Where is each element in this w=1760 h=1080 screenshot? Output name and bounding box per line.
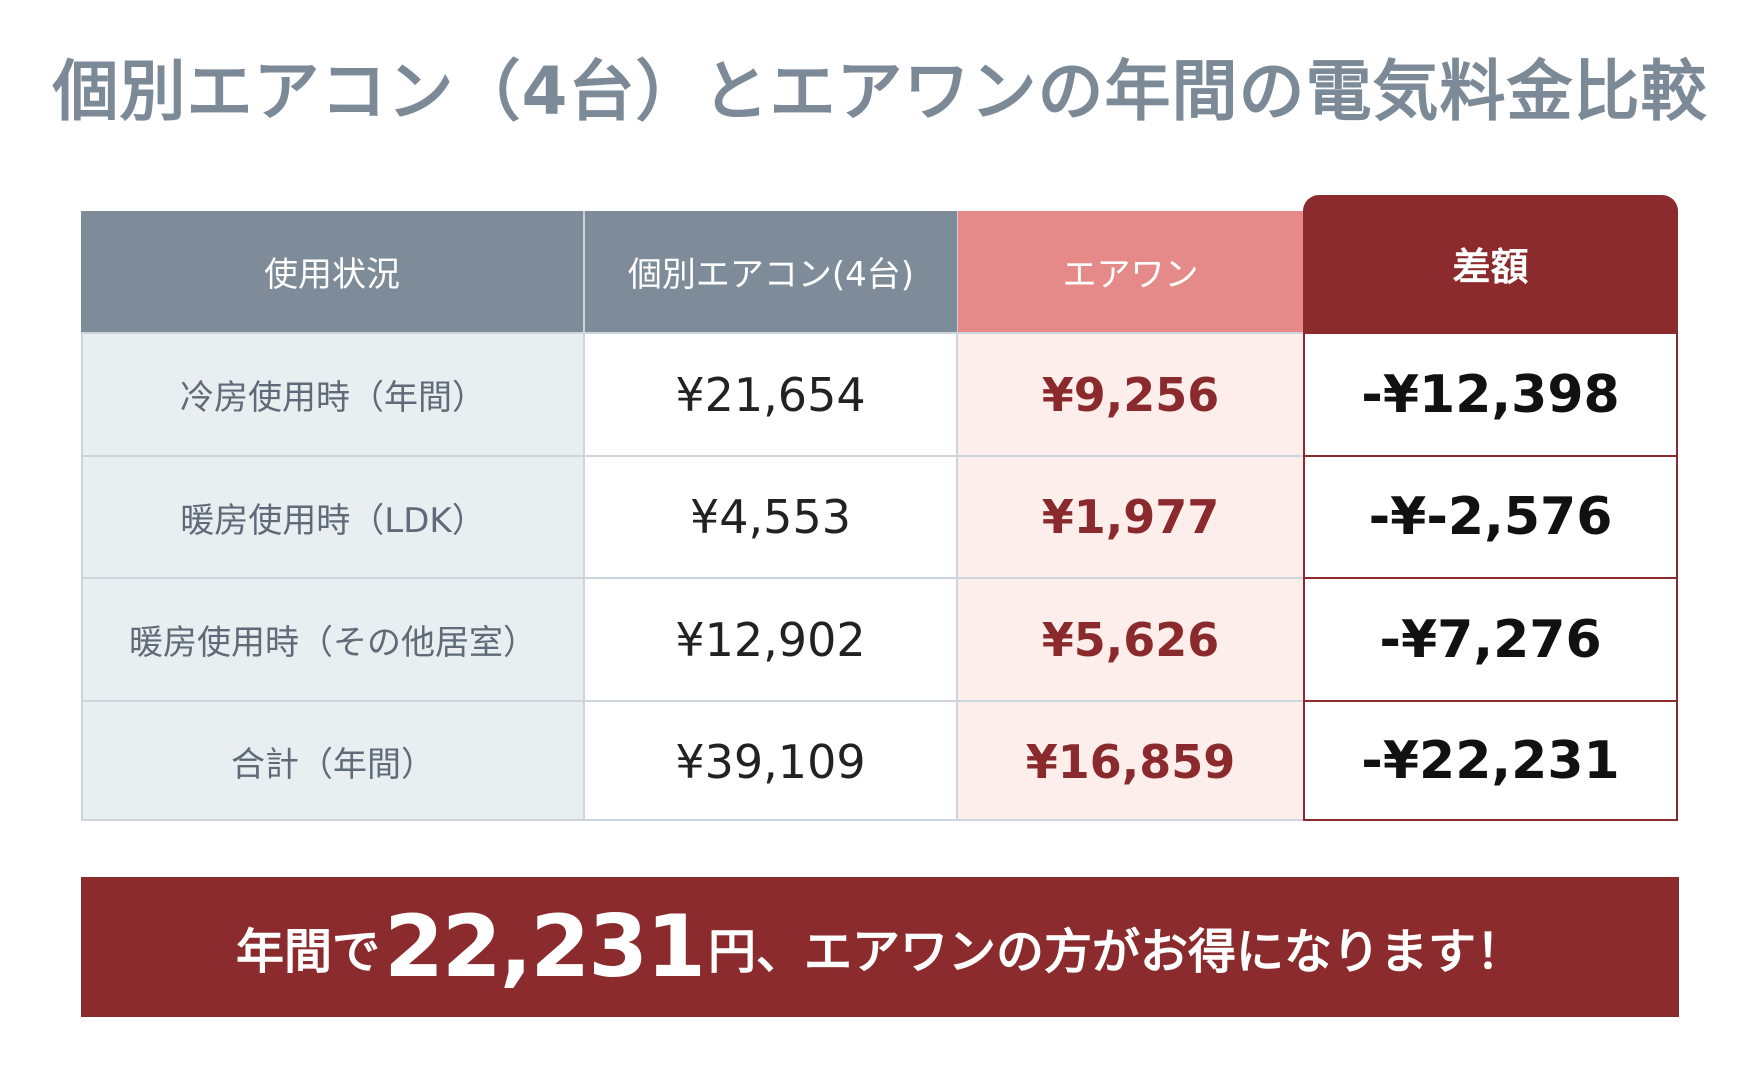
airone-value: ¥1,977 [958, 455, 1303, 577]
header-individual-ac: 個別エアコン(4台) [585, 211, 958, 332]
individual-ac-value: ¥12,902 [585, 577, 958, 700]
banner-prefix: 年間で [236, 924, 381, 980]
page-title: 個別エアコン（4台）とエアワンの年間の電気料金比較 [52, 53, 1708, 130]
header-airone: エアワン [958, 211, 1303, 332]
difference-value: -¥-2,576 [1303, 455, 1678, 577]
savings-banner: 年間で 22,231 円、エアワンの方がお得になります！ [81, 877, 1679, 1017]
difference-value: -¥7,276 [1303, 577, 1678, 700]
difference-value: -¥12,398 [1303, 332, 1678, 455]
table-bottom-border [81, 819, 1303, 821]
banner-amount: 22,231 [384, 897, 706, 997]
row-label: 暖房使用時（その他居室） [81, 577, 585, 700]
header-usage: 使用状況 [81, 211, 585, 332]
header-difference: 差額 [1303, 195, 1678, 332]
banner-suffix: 円、エアワンの方がお得になります！ [707, 924, 1524, 980]
row-label: 合計（年間） [81, 700, 585, 821]
row-label: 暖房使用時（LDK） [81, 455, 585, 577]
individual-ac-value: ¥4,553 [585, 455, 958, 577]
airone-value: ¥16,859 [958, 700, 1303, 821]
individual-ac-value: ¥39,109 [585, 700, 958, 821]
difference-value: -¥22,231 [1303, 700, 1678, 821]
comparison-table: 使用状況 冷房使用時（年間） 暖房使用時（LDK） 暖房使用時（その他居室） 合… [81, 195, 1678, 821]
row-label: 冷房使用時（年間） [81, 332, 585, 455]
individual-ac-value: ¥21,654 [585, 332, 958, 455]
airone-value: ¥9,256 [958, 332, 1303, 455]
airone-value: ¥5,626 [958, 577, 1303, 700]
